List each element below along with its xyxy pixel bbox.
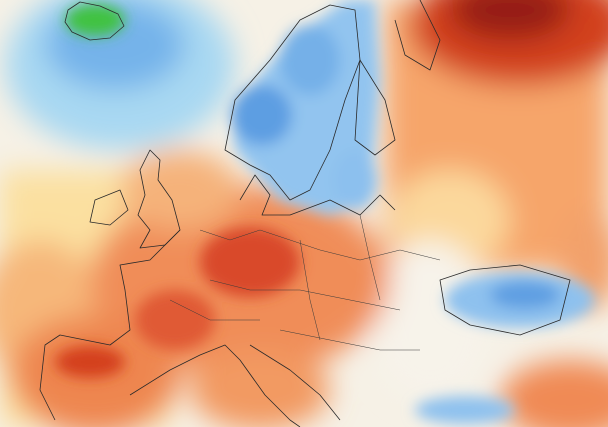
scandinavia-coast <box>224 4 361 201</box>
cold-aegean <box>415 396 515 424</box>
adriatic-coast <box>249 344 341 421</box>
iceland-coast <box>64 1 125 41</box>
hot-germany <box>200 227 300 297</box>
neutral-balkans <box>370 240 490 400</box>
white-sea-coast <box>394 0 441 71</box>
iceland-green <box>65 4 125 36</box>
black-sea-coast <box>439 264 571 336</box>
hot-spain <box>55 346 125 378</box>
hot-france <box>135 290 215 350</box>
anomaly-detail <box>55 0 595 424</box>
cold-sweden-core <box>280 25 340 95</box>
cold-norway-core <box>232 85 292 145</box>
atlantic-coast <box>39 229 181 421</box>
north-coast <box>239 174 396 216</box>
warm-britain <box>120 150 240 230</box>
cold-baltic <box>333 150 377 210</box>
finland-coast <box>354 59 396 156</box>
hot-russia-core <box>450 0 570 40</box>
warm-anatolia <box>500 360 608 427</box>
mediterranean-coast <box>129 344 301 427</box>
ireland-coast <box>89 189 129 226</box>
cold-black-sea-core <box>490 281 560 309</box>
country-borders <box>169 214 441 351</box>
coastlines <box>39 0 571 427</box>
